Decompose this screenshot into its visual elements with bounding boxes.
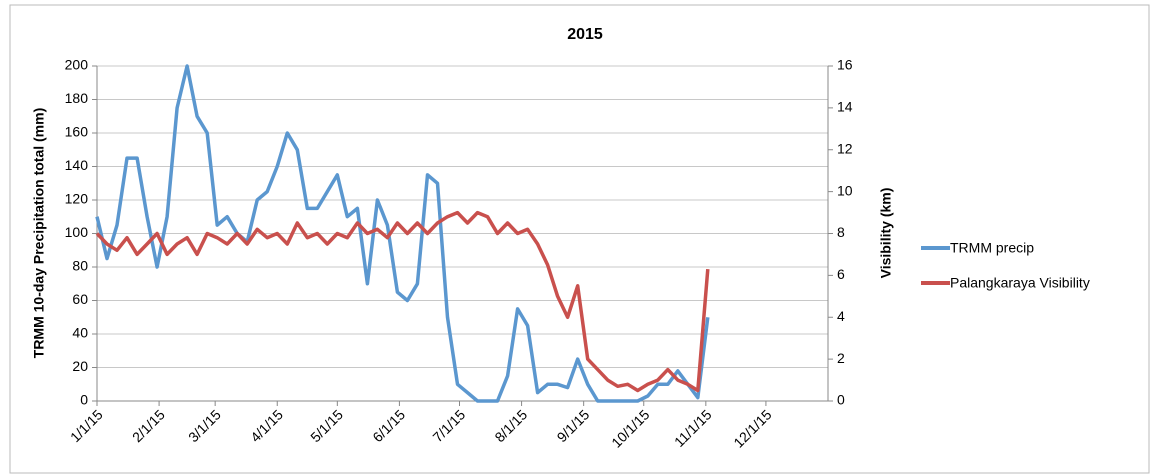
y2-tick-label: 10 (837, 182, 853, 198)
x-tick-label: 2/1/15 (129, 406, 168, 445)
y2-tick-label: 2 (837, 350, 845, 366)
y-tick-label: 200 (65, 57, 89, 73)
y2-tick-label: 16 (837, 57, 853, 73)
y-tick-label: 120 (65, 191, 89, 207)
y-axis-label: TRMM 10-day Precipitation total (mm) (31, 108, 47, 358)
y2-tick-label: 0 (837, 392, 845, 408)
x-tick-label: 1/1/15 (67, 406, 106, 445)
x-tick-label: 12/1/15 (730, 406, 774, 450)
x-tick-label: 3/1/15 (185, 406, 224, 445)
chart-title: 2015 (567, 26, 603, 43)
x-tick-label: 4/1/15 (247, 406, 286, 445)
y2-tick-label: 6 (837, 266, 845, 282)
x-tick-label: 9/1/15 (554, 406, 593, 445)
y-tick-label: 140 (65, 157, 89, 173)
x-tick-label: 8/1/15 (491, 406, 530, 445)
y-tick-label: 160 (65, 124, 89, 140)
y-tick-label: 80 (72, 258, 88, 274)
x-tick-label: 10/1/15 (608, 406, 652, 450)
y-tick-label: 180 (65, 90, 89, 106)
y2-tick-label: 14 (837, 99, 853, 115)
y2-tick-label: 8 (837, 224, 845, 240)
y-tick-label: 100 (65, 224, 89, 240)
legend-label: Palangkaraya Visibility (950, 275, 1090, 291)
x-tick-label: 7/1/15 (429, 406, 468, 445)
y-tick-label: 60 (72, 291, 88, 307)
legend-label: TRMM precip (950, 240, 1034, 256)
x-tick-label: 5/1/15 (307, 406, 346, 445)
y2-axis-label: Visibility (km) (878, 188, 894, 279)
x-tick-label: 11/1/15 (671, 406, 715, 450)
series-line (95, 210, 710, 393)
y-tick-label: 20 (72, 358, 88, 374)
series-line (95, 64, 710, 403)
x-tick-label: 6/1/15 (369, 406, 408, 445)
chart-frame (9, 4, 1150, 474)
y-tick-label: 40 (72, 325, 88, 341)
y2-tick-label: 12 (837, 140, 853, 156)
y-tick-label: 0 (80, 392, 88, 408)
y2-tick-label: 4 (837, 308, 845, 324)
